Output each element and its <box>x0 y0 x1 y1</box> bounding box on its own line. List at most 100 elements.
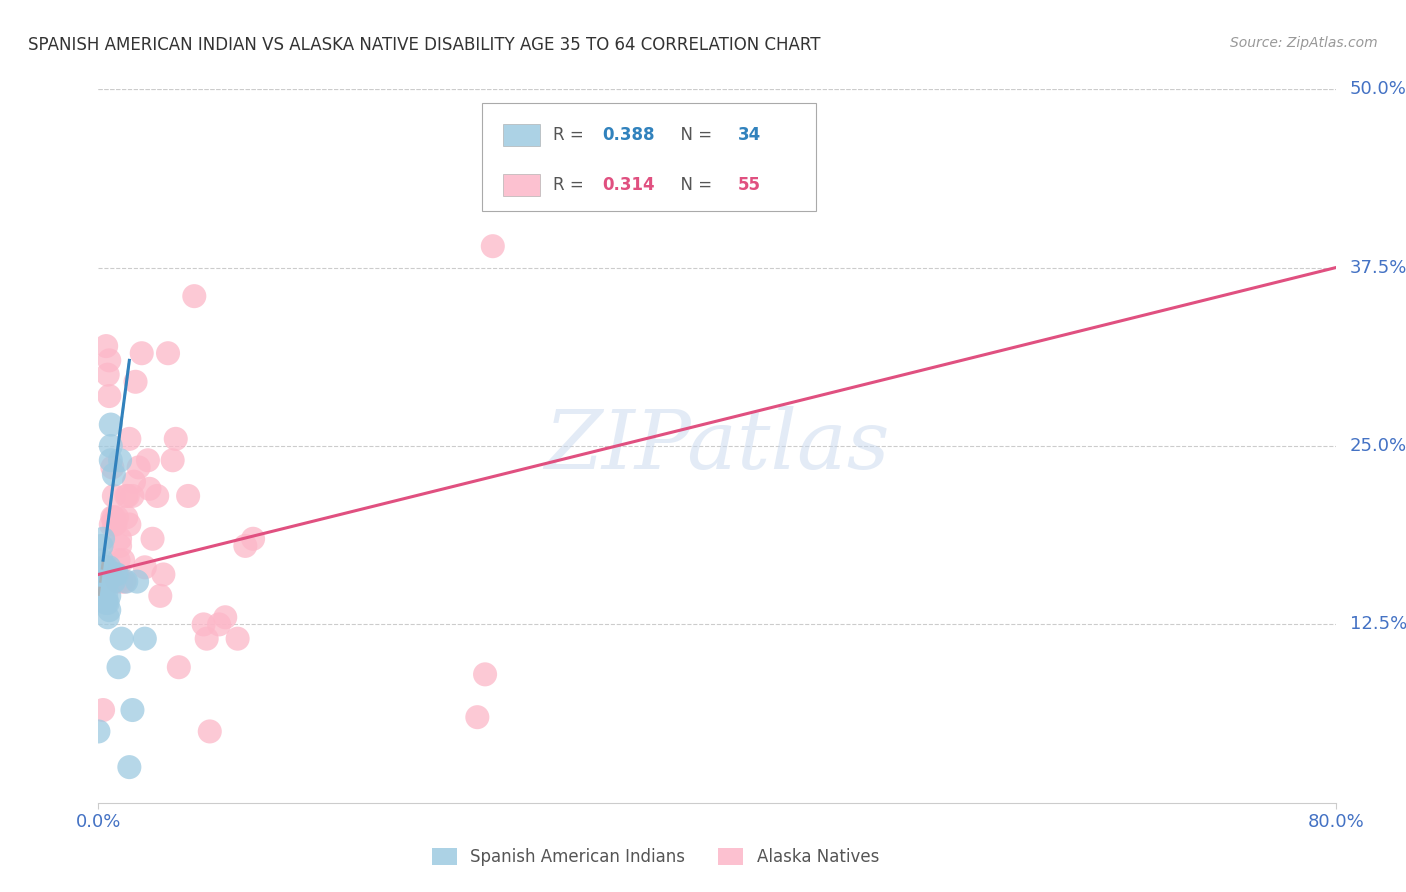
Point <box>93 560 115 574</box>
Point <box>101 510 124 524</box>
Point <box>93 582 115 596</box>
Text: N =: N = <box>671 176 717 194</box>
Point <box>100 439 122 453</box>
Point <box>214 610 236 624</box>
Point <box>107 553 129 567</box>
Point <box>141 532 165 546</box>
Point <box>131 346 153 360</box>
Point <box>96 589 118 603</box>
Point <box>127 574 149 589</box>
Point <box>105 510 128 524</box>
Point <box>91 567 114 582</box>
Text: 37.5%: 37.5% <box>1350 259 1406 277</box>
Point <box>149 589 172 603</box>
Text: 0.314: 0.314 <box>602 176 655 194</box>
Point <box>91 703 114 717</box>
Point <box>121 703 143 717</box>
Point <box>193 617 215 632</box>
Point <box>93 574 115 589</box>
Point <box>242 532 264 546</box>
Text: SPANISH AMERICAN INDIAN VS ALASKA NATIVE DISABILITY AGE 35 TO 64 CORRELATION CHA: SPANISH AMERICAN INDIAN VS ALASKA NATIVE… <box>28 36 821 54</box>
Point <box>115 574 138 589</box>
Point <box>104 517 127 532</box>
Point <box>118 517 141 532</box>
Point <box>118 760 141 774</box>
Legend: Spanish American Indians, Alaska Natives: Spanish American Indians, Alaska Natives <box>425 841 886 873</box>
FancyBboxPatch shape <box>503 124 540 145</box>
Point <box>167 660 190 674</box>
Point <box>100 417 122 432</box>
Point <box>233 539 257 553</box>
Point <box>162 453 184 467</box>
Text: 50.0%: 50.0% <box>1350 80 1406 98</box>
Point <box>90 553 112 567</box>
Point <box>108 539 131 553</box>
Text: R =: R = <box>553 176 589 194</box>
Point <box>96 560 118 574</box>
Point <box>157 346 180 360</box>
Point <box>165 432 187 446</box>
Text: 0.388: 0.388 <box>602 126 654 144</box>
Point <box>100 517 122 532</box>
Point <box>96 339 118 353</box>
Point <box>124 375 146 389</box>
Text: 55: 55 <box>738 176 761 194</box>
Point <box>226 632 249 646</box>
Point <box>136 453 159 467</box>
Point <box>111 632 132 646</box>
Point <box>91 574 114 589</box>
Point <box>108 453 131 467</box>
Text: Source: ZipAtlas.com: Source: ZipAtlas.com <box>1230 36 1378 50</box>
Point <box>87 724 110 739</box>
Point <box>134 632 156 646</box>
Point <box>98 589 121 603</box>
Point <box>98 603 121 617</box>
Point <box>103 510 125 524</box>
Text: ZIPatlas: ZIPatlas <box>544 406 890 486</box>
Point <box>118 432 141 446</box>
Point <box>152 567 174 582</box>
Point <box>103 517 125 532</box>
Text: R =: R = <box>553 126 589 144</box>
Point <box>98 389 121 403</box>
Point <box>105 567 128 582</box>
Point <box>97 610 120 624</box>
Point <box>103 489 125 503</box>
Point <box>107 660 129 674</box>
Point <box>97 574 120 589</box>
Point <box>97 596 120 610</box>
Point <box>128 460 150 475</box>
Text: 25.0%: 25.0% <box>1350 437 1406 455</box>
Point <box>121 489 143 503</box>
Point <box>103 574 125 589</box>
Point <box>114 574 136 589</box>
Point <box>96 574 118 589</box>
Point <box>115 510 138 524</box>
Point <box>177 489 200 503</box>
Point <box>98 560 121 574</box>
Point <box>208 617 231 632</box>
Point <box>146 489 169 503</box>
Point <box>105 567 128 582</box>
Point <box>91 532 114 546</box>
Point <box>115 489 138 503</box>
Point <box>117 489 139 503</box>
Point <box>198 724 221 739</box>
Point <box>134 560 156 574</box>
Point <box>138 482 160 496</box>
Point <box>183 289 205 303</box>
Point <box>103 467 125 482</box>
Point <box>108 532 131 546</box>
FancyBboxPatch shape <box>503 174 540 195</box>
Point <box>474 667 496 681</box>
Point <box>90 539 112 553</box>
Point <box>111 574 132 589</box>
Text: 12.5%: 12.5% <box>1350 615 1406 633</box>
Point <box>105 574 128 589</box>
Point <box>96 596 118 610</box>
Text: N =: N = <box>671 126 717 144</box>
Point <box>467 710 489 724</box>
Point <box>122 475 145 489</box>
Text: 34: 34 <box>738 126 761 144</box>
Point <box>104 567 127 582</box>
